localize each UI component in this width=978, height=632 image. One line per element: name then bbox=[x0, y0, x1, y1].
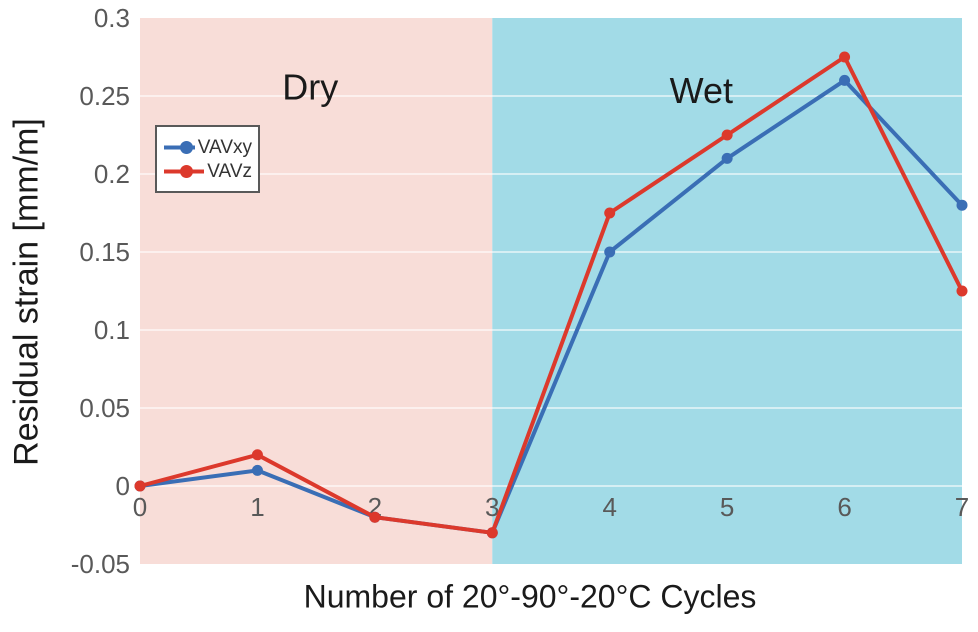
y-tick-label: 0.05 bbox=[79, 393, 130, 423]
y-axis-title: Residual strain [mm/m] bbox=[7, 118, 46, 466]
y-tick-label: 0.15 bbox=[79, 237, 130, 267]
y-tick-label: 0 bbox=[116, 471, 130, 501]
region-label-dry: Dry bbox=[282, 67, 338, 108]
y-tick-label: 0.1 bbox=[94, 315, 130, 345]
data-point-vavz bbox=[956, 285, 968, 297]
data-point-vavz bbox=[251, 449, 263, 461]
region-label-wet: Wet bbox=[670, 70, 733, 111]
legend-entry-vavz: VAVz bbox=[163, 162, 252, 181]
x-tick-label: 6 bbox=[837, 492, 851, 522]
data-point-vavxy bbox=[251, 464, 263, 476]
legend-label-vavz: VAVz bbox=[207, 160, 252, 182]
series-line-vavz bbox=[138, 55, 964, 535]
data-point-vavxy bbox=[721, 152, 733, 164]
data-point-vavz bbox=[486, 527, 498, 539]
legend: VAVxy VAVz bbox=[155, 125, 260, 193]
y-tick-label: 0.25 bbox=[79, 81, 130, 111]
x-axis-title: Number of 20°-90°-20°C Cycles bbox=[303, 578, 757, 615]
x-tick-label: 7 bbox=[955, 492, 969, 522]
data-point-vavz bbox=[134, 480, 146, 492]
data-point-vavz bbox=[721, 129, 733, 141]
x-tick-label: 0 bbox=[133, 492, 147, 522]
x-tick-label: 5 bbox=[720, 492, 734, 522]
x-tick-label: 3 bbox=[485, 492, 499, 522]
data-point-vavz bbox=[369, 511, 381, 523]
data-point-vavz bbox=[604, 207, 616, 219]
data-point-vavxy bbox=[839, 74, 851, 86]
x-tick-label: 4 bbox=[602, 492, 616, 522]
line-marker-icon bbox=[164, 164, 205, 178]
data-point-vavxy bbox=[956, 199, 968, 211]
line-marker-icon bbox=[164, 140, 195, 154]
data-point-vavxy bbox=[604, 246, 616, 258]
region-band-dry bbox=[140, 18, 493, 564]
legend-entry-vavxy: VAVxy bbox=[163, 138, 252, 157]
legend-label-vavxy: VAVxy bbox=[197, 136, 252, 158]
y-tick-label: 0.3 bbox=[94, 3, 130, 33]
y-tick-label: -0.05 bbox=[71, 549, 130, 579]
region-band-wet bbox=[492, 18, 962, 564]
x-tick-label: 1 bbox=[250, 492, 264, 522]
series-line-vavxy bbox=[138, 78, 964, 535]
data-point-vavz bbox=[839, 51, 851, 63]
y-tick-label: 0.2 bbox=[94, 159, 130, 189]
